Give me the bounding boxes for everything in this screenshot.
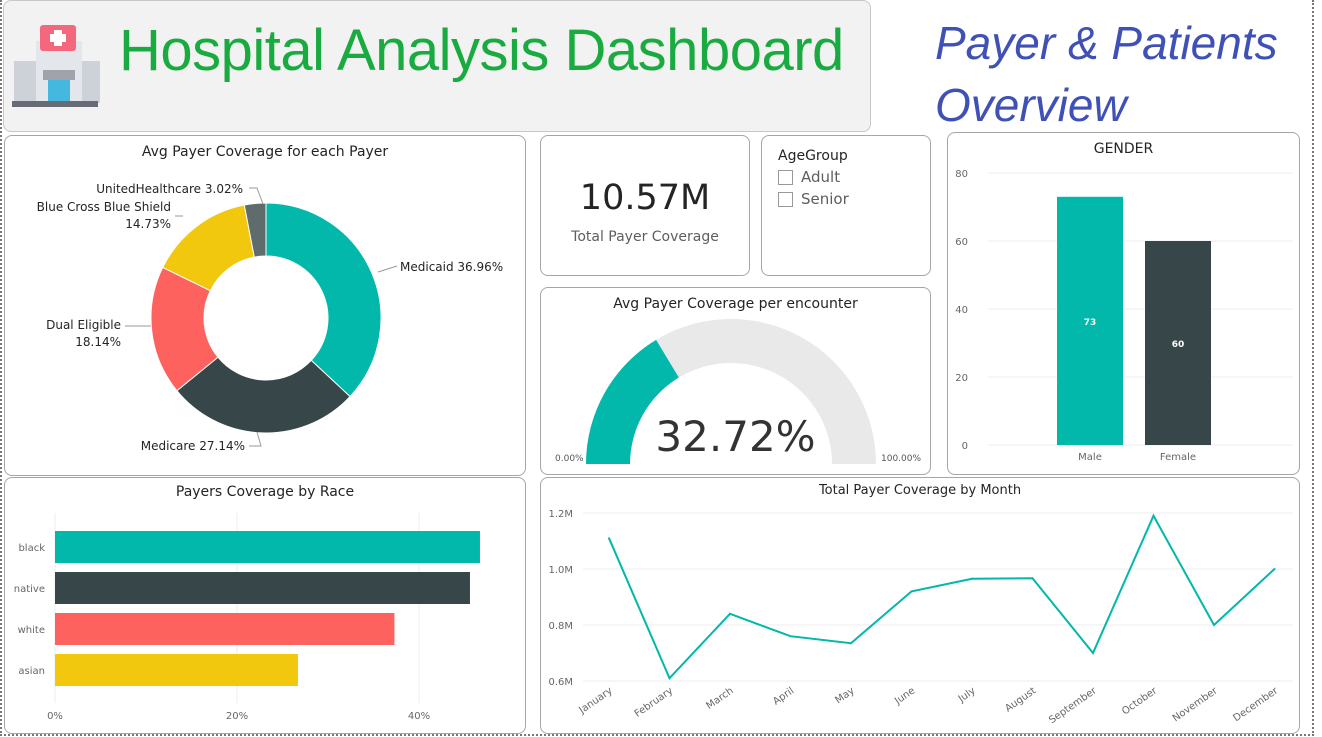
donut-label: UnitedHealthcare 3.02% — [96, 182, 243, 196]
data-label: 73 — [1084, 318, 1097, 328]
data-point — [1092, 652, 1094, 654]
chart-title: Avg Payer Coverage for each Payer — [141, 144, 389, 160]
race-card: Payers Coverage by Race 0% 20% 40% black nat… — [4, 477, 526, 734]
slicer-option-senior[interactable]: Senior — [778, 190, 914, 208]
data-point — [850, 642, 852, 645]
dashboard-title: Hospital Analysis Dashboard — [119, 18, 844, 83]
gauge-max: 100.00% — [881, 454, 922, 464]
data-point — [729, 612, 731, 615]
x-tick-label: January — [577, 685, 615, 716]
x-tick-label: October — [1120, 685, 1160, 717]
bar-white — [55, 613, 395, 645]
data-point — [1031, 577, 1034, 580]
y-tick-label: 1.2M — [548, 509, 573, 520]
gender-bar-chart: 0 20 40 60 80 73 Male 60 Female — [955, 169, 1293, 463]
x-tick-label: February — [633, 685, 676, 719]
chart-title: GENDER — [1093, 141, 1154, 157]
donut-label: 14.73% — [125, 217, 171, 231]
gauge-fill — [586, 339, 679, 464]
gauge-chart — [586, 319, 876, 464]
race-bar-chart: 0% 20% 40% black native white asian — [14, 513, 480, 722]
month-card: Total Payer Coverage by Month 0.6M 0.8M 1.… — [540, 477, 1300, 734]
gauge-value: 32.72% — [655, 412, 816, 461]
gauge-title: Avg Payer Coverage per encounter — [613, 296, 858, 312]
bar-male — [1057, 196, 1123, 445]
chart-title: Payers Coverage by Race — [175, 484, 355, 500]
slicer-option-adult[interactable]: Adult — [778, 168, 914, 186]
y-tick-label: 60 — [955, 237, 968, 248]
data-point — [1213, 624, 1215, 626]
bar-native — [55, 572, 470, 604]
page-subtitle: Payer & Patients Overview — [935, 17, 1278, 131]
x-tick-label: September — [1047, 685, 1099, 726]
data-label: 60 — [1172, 340, 1185, 350]
y-tick-label: 1.0M — [548, 565, 573, 576]
x-tick-label: May — [833, 685, 856, 706]
bar-asian — [55, 654, 298, 686]
x-tick-label: Male — [1078, 452, 1102, 463]
x-tick-label: July — [956, 685, 978, 705]
x-tick-label: 0% — [47, 711, 63, 722]
y-tick-label: 0.8M — [548, 621, 573, 632]
checkbox[interactable] — [778, 169, 793, 185]
leader-line — [249, 431, 262, 447]
y-tick-label: native — [14, 584, 45, 595]
y-tick-label: 20 — [955, 373, 968, 384]
leader-line — [377, 265, 398, 273]
gender-card: GENDER 0 20 40 60 80 73 Male 60 Female — [947, 132, 1300, 475]
y-tick-label: 40 — [955, 305, 968, 316]
donut-slice-medicare — [176, 356, 351, 434]
x-tick-label: June — [892, 685, 917, 707]
x-tick-label: August — [1003, 685, 1038, 714]
option-label: Senior — [801, 190, 849, 208]
data-point — [668, 677, 671, 680]
y-tick-label: 80 — [955, 169, 968, 180]
bar-black — [55, 531, 480, 563]
gauge-min: 0.00% — [555, 454, 584, 464]
x-tick-label: 40% — [408, 711, 430, 722]
month-line-chart: 0.6M 0.8M 1.0M 1.2M January February March Apri… — [548, 509, 1293, 726]
y-tick-label: white — [18, 625, 45, 636]
donut-slice-medicaid — [265, 202, 382, 398]
x-tick-label: March — [704, 685, 735, 711]
checkbox[interactable] — [778, 191, 793, 207]
donut-label: 18.14% — [75, 335, 121, 349]
data-point — [910, 590, 913, 593]
data-point — [608, 537, 610, 540]
payer-donut-card: Avg Payer Coverage for each Payer Medica… — [4, 135, 526, 476]
donut-label: Medicare 27.14% — [141, 439, 245, 453]
kpi-card: 10.57M Total Payer Coverage — [540, 135, 750, 276]
donut-label: Blue Cross Blue Shield — [37, 200, 171, 214]
coverage-line — [608, 513, 1276, 680]
leader-line — [249, 187, 264, 205]
x-tick-label: April — [771, 685, 796, 707]
donut-slice-unitedhealthcare — [243, 202, 267, 258]
donut-label: Medicaid 36.96% — [400, 260, 503, 274]
data-point — [971, 577, 973, 580]
option-label: Adult — [801, 168, 841, 186]
chart-title: Total Payer Coverage by Month — [818, 483, 1022, 498]
y-tick-label: asian — [18, 666, 45, 677]
kpi-value: 10.57M — [579, 178, 711, 218]
data-point — [789, 635, 792, 638]
agegroup-slicer: AgeGroup Adult Senior — [761, 135, 931, 276]
y-tick-label: black — [18, 543, 45, 554]
data-point — [1273, 568, 1276, 570]
gauge-card: Avg Payer Coverage per encounter 32.72% … — [540, 287, 931, 475]
hospital-icon — [12, 25, 100, 107]
kpi-label: Total Payer Coverage — [571, 229, 719, 245]
x-tick-label: 20% — [226, 711, 248, 722]
y-tick-label: 0 — [962, 441, 968, 452]
x-tick-label: December — [1231, 685, 1281, 724]
donut-chart: Medicaid 36.96% Medicare 27.14% Dual Eligi… — [37, 182, 504, 453]
donut-label: Dual Eligible — [46, 318, 121, 332]
y-tick-label: 0.6M — [548, 677, 573, 688]
x-tick-label: Female — [1160, 452, 1196, 463]
data-point — [1152, 514, 1155, 517]
x-tick-label: November — [1171, 685, 1221, 724]
header-banner: Hospital Analysis Dashboard — [3, 0, 871, 132]
bar-female — [1145, 241, 1211, 445]
slicer-title: AgeGroup — [778, 148, 848, 164]
